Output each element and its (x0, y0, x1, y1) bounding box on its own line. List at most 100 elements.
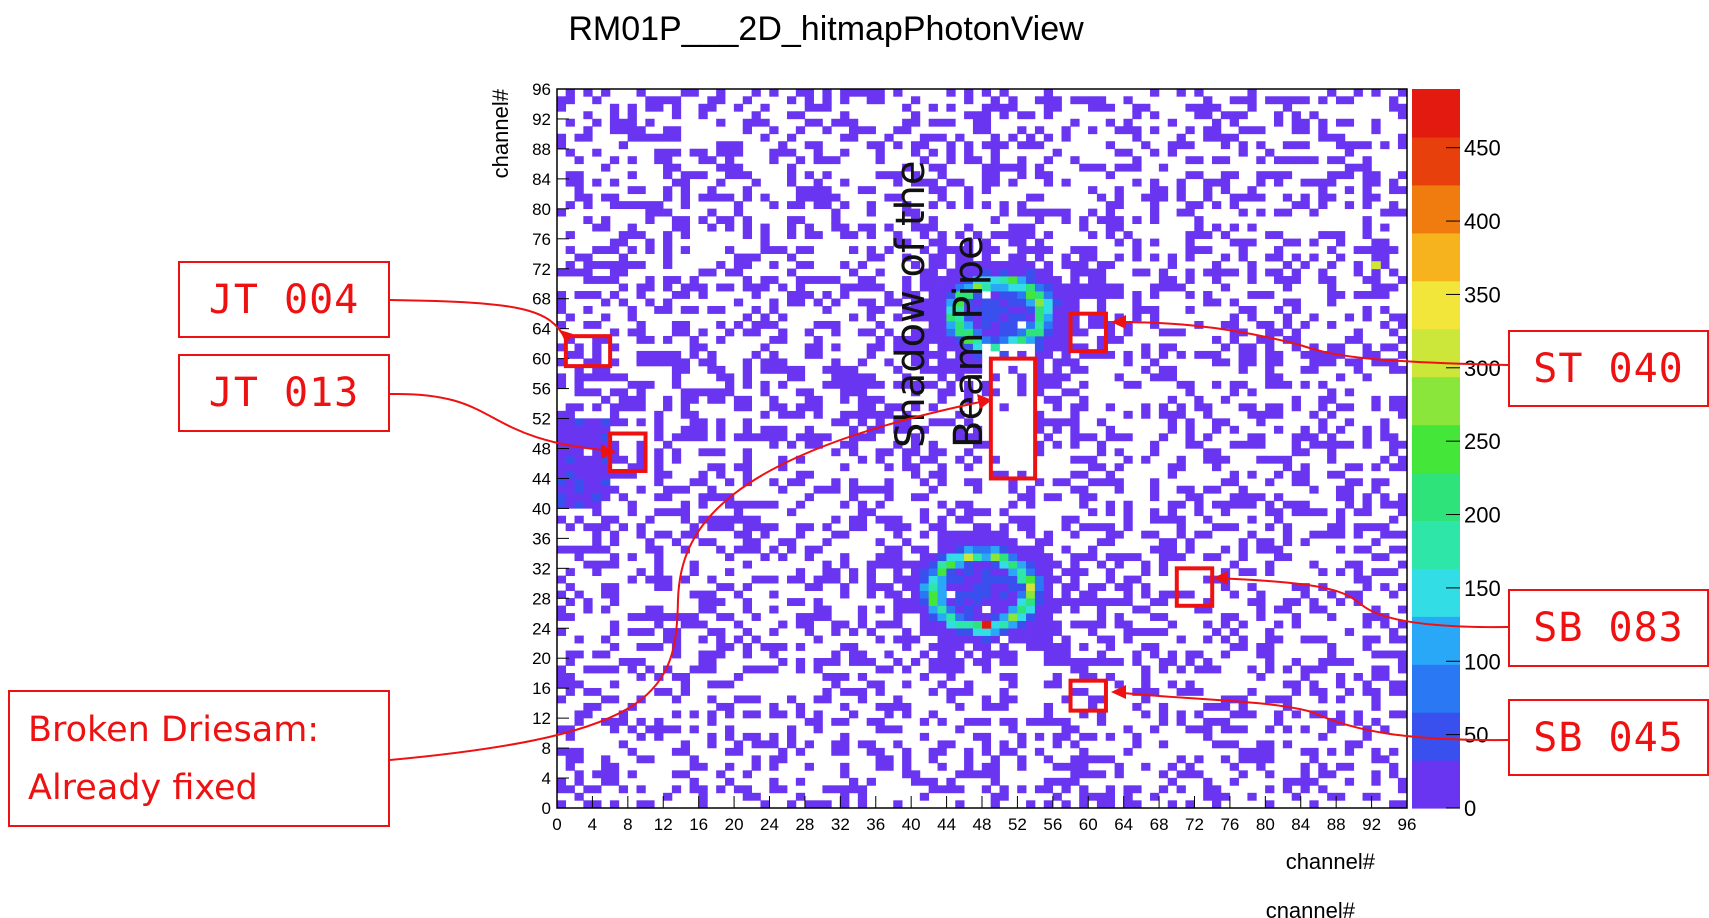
y-tick-label: 8 (542, 739, 551, 758)
heatmap-cell (937, 418, 947, 427)
heatmap-cell (1061, 388, 1071, 397)
heatmap-cell (1158, 770, 1169, 779)
heatmap-cell (1212, 118, 1222, 127)
heatmap-cell (636, 732, 646, 741)
heatmap-cell (1256, 208, 1266, 217)
heatmap-cell (609, 373, 620, 382)
heatmap-cell (1052, 328, 1062, 337)
heatmap-cell (1194, 710, 1204, 719)
heatmap-cell (848, 710, 859, 719)
heatmap-cell (645, 538, 655, 547)
heatmap-cell (972, 291, 983, 299)
heatmap-cell (999, 575, 1009, 584)
heatmap-cell (671, 433, 682, 442)
heatmap-cell (1327, 298, 1337, 307)
heatmap-cell (760, 800, 770, 809)
heatmap-cell (769, 358, 779, 367)
heatmap-cell (725, 373, 735, 382)
heatmap-cell (689, 560, 699, 569)
heatmap-cell (742, 253, 752, 262)
heatmap-cell (840, 717, 850, 726)
heatmap-cell (1079, 380, 1089, 389)
heatmap-cell (1203, 553, 1213, 562)
heatmap-cell (565, 335, 575, 344)
heatmap-cell (1229, 320, 1239, 329)
heatmap-cell (866, 717, 876, 726)
heatmap-cell (751, 433, 761, 442)
heatmap-cell (1141, 695, 1151, 704)
color-scale-tick-label: 50 (1464, 723, 1488, 748)
heatmap-cell (1282, 463, 1293, 472)
heatmap-cell (778, 785, 788, 794)
heatmap-cell (1158, 365, 1169, 374)
heatmap-cell (565, 755, 575, 764)
heatmap-cell (1327, 410, 1337, 419)
heatmap-cell (1291, 440, 1301, 449)
heatmap-cell (556, 320, 567, 329)
heatmap-cell (1114, 148, 1124, 157)
heatmap-cell (1096, 792, 1107, 801)
heatmap-cell (857, 358, 868, 367)
heatmap-cell (1150, 515, 1160, 524)
heatmap-cell (609, 777, 620, 786)
heatmap-cell (636, 358, 646, 367)
heatmap-cell (840, 395, 850, 404)
heatmap-cell (1318, 201, 1328, 210)
heatmap-cell (1327, 388, 1337, 397)
heatmap-cell (1061, 635, 1071, 644)
heatmap-cell (654, 672, 664, 681)
heatmap-cell (831, 485, 841, 494)
heatmap-cell (1389, 395, 1399, 404)
heatmap-cell (1150, 440, 1160, 449)
heatmap-cell (999, 231, 1009, 239)
heatmap-cell (1256, 643, 1266, 651)
connector-jt013 (389, 392, 615, 452)
heatmap-cell (981, 560, 992, 569)
heatmap-cell (866, 433, 876, 442)
heatmap-cell (1371, 178, 1381, 187)
heatmap-cell (937, 620, 947, 629)
heatmap-cell (1008, 103, 1018, 112)
heatmap-cell (1079, 792, 1089, 801)
heatmap-cell (1300, 777, 1310, 786)
heatmap-cell (1389, 268, 1399, 277)
callout-sb045: SB 045 (1508, 699, 1709, 776)
heatmap-cell (574, 403, 584, 412)
heatmap-cell (1070, 470, 1080, 479)
heatmap-cell (999, 268, 1009, 277)
heatmap-cell (1088, 755, 1098, 764)
heatmap-cell (1265, 747, 1275, 756)
heatmap-cell (609, 538, 620, 547)
heatmap-cell (928, 568, 938, 577)
heatmap-cell (707, 695, 717, 704)
heatmap-cell (1043, 306, 1054, 314)
heatmap-cell (574, 171, 584, 180)
heatmap-cell (778, 433, 788, 442)
heatmap-cell (1043, 583, 1054, 591)
heatmap-cell (981, 785, 992, 794)
x-tick-label: 84 (1291, 815, 1310, 834)
heatmap-cell (1203, 605, 1213, 614)
heatmap-cell (609, 276, 620, 284)
heatmap-cell (618, 470, 629, 479)
heatmap-cell (910, 171, 921, 180)
heatmap-cell (1150, 201, 1160, 210)
heatmap-cell (1132, 268, 1142, 277)
heatmap-cell (1026, 298, 1036, 307)
heatmap-cell (902, 583, 912, 591)
heatmap-cell (910, 605, 921, 614)
heatmap-cell (601, 395, 611, 404)
heatmap-cell (857, 508, 868, 517)
heatmap-cell (1247, 96, 1257, 105)
heatmap-cell (1273, 358, 1284, 367)
heatmap-cell (1123, 320, 1133, 329)
heatmap-cell (1096, 620, 1107, 629)
heatmap-cell (680, 545, 691, 554)
heatmap-cell (946, 545, 956, 554)
heatmap-cell (1371, 687, 1381, 696)
heatmap-cell (1150, 687, 1160, 696)
heatmap-cell (1034, 545, 1045, 554)
heatmap-cell (866, 201, 876, 210)
x-tick-label: 4 (588, 815, 597, 834)
heatmap-cell (671, 96, 682, 105)
